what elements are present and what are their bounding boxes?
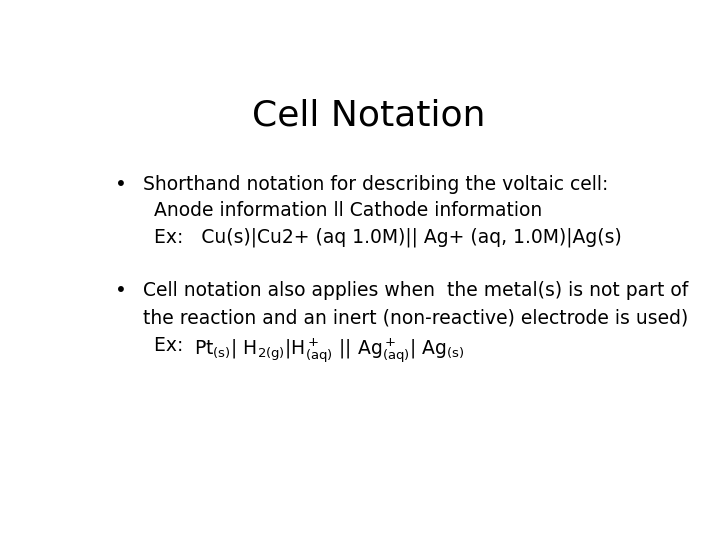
Text: Ex:   Cu(s)|Cu2+ (aq 1.0M)|| Ag+ (aq, 1.0M)|Ag(s): Ex: Cu(s)|Cu2+ (aq 1.0M)|| Ag+ (aq, 1.0M… <box>154 228 622 247</box>
Text: the reaction and an inert (non-reactive) electrode is used): the reaction and an inert (non-reactive)… <box>143 308 688 327</box>
Text: Cell Notation: Cell Notation <box>252 98 486 132</box>
Text: •: • <box>114 281 127 300</box>
Text: •: • <box>114 175 127 194</box>
Text: Anode information ll Cathode information: Anode information ll Cathode information <box>154 201 542 220</box>
Text: Ex:: Ex: <box>154 336 196 355</box>
Text: Cell notation also applies when  the metal(s) is not part of: Cell notation also applies when the meta… <box>143 281 688 300</box>
Text: $\mathsf{Pt_{(s)}|\ H_{2(g)}|H^+_{(aq)}\ ||\ Ag^+_{(aq)}|\ Ag_{(s)}}$: $\mathsf{Pt_{(s)}|\ H_{2(g)}|H^+_{(aq)}\… <box>194 336 465 364</box>
Text: Shorthand notation for describing the voltaic cell:: Shorthand notation for describing the vo… <box>143 175 608 194</box>
